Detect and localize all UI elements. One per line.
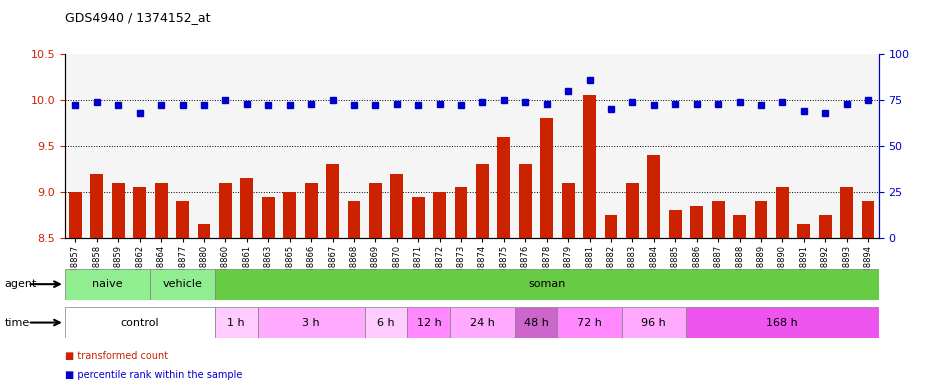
Bar xyxy=(734,215,746,238)
Bar xyxy=(412,197,425,238)
Bar xyxy=(69,192,82,238)
Bar xyxy=(840,187,853,238)
Bar xyxy=(605,215,617,238)
Bar xyxy=(540,118,553,238)
Bar xyxy=(819,215,832,238)
FancyBboxPatch shape xyxy=(622,307,686,338)
Text: 48 h: 48 h xyxy=(524,318,549,328)
Bar xyxy=(176,201,189,238)
Bar xyxy=(304,183,317,238)
Bar xyxy=(390,174,403,238)
Bar xyxy=(262,197,275,238)
FancyBboxPatch shape xyxy=(65,307,215,338)
Text: 3 h: 3 h xyxy=(302,318,320,328)
FancyBboxPatch shape xyxy=(151,269,215,300)
Bar xyxy=(348,201,361,238)
Bar xyxy=(561,183,574,238)
Bar xyxy=(454,187,467,238)
FancyBboxPatch shape xyxy=(408,307,450,338)
Text: agent: agent xyxy=(5,279,37,289)
Bar xyxy=(776,187,789,238)
Bar xyxy=(519,164,532,238)
FancyBboxPatch shape xyxy=(65,269,151,300)
Bar xyxy=(669,210,682,238)
Text: naive: naive xyxy=(92,279,123,289)
Bar xyxy=(369,183,382,238)
Bar xyxy=(861,201,874,238)
FancyBboxPatch shape xyxy=(364,307,408,338)
Text: soman: soman xyxy=(528,279,565,289)
Text: time: time xyxy=(5,318,30,328)
Bar xyxy=(583,95,596,238)
Text: GDS4940 / 1374152_at: GDS4940 / 1374152_at xyxy=(65,12,210,25)
Bar xyxy=(648,155,660,238)
Text: 6 h: 6 h xyxy=(377,318,395,328)
Text: 1 h: 1 h xyxy=(228,318,245,328)
FancyBboxPatch shape xyxy=(686,307,879,338)
Text: 168 h: 168 h xyxy=(767,318,798,328)
FancyBboxPatch shape xyxy=(215,307,257,338)
Bar xyxy=(240,178,253,238)
FancyBboxPatch shape xyxy=(257,307,364,338)
Bar xyxy=(626,183,639,238)
Bar xyxy=(219,183,232,238)
FancyBboxPatch shape xyxy=(514,307,558,338)
Text: ■ percentile rank within the sample: ■ percentile rank within the sample xyxy=(65,370,242,380)
Bar xyxy=(797,224,810,238)
Bar xyxy=(112,183,125,238)
Bar xyxy=(91,174,104,238)
Bar xyxy=(711,201,724,238)
FancyBboxPatch shape xyxy=(450,307,514,338)
Bar xyxy=(755,201,768,238)
Text: 72 h: 72 h xyxy=(577,318,602,328)
FancyBboxPatch shape xyxy=(558,307,622,338)
Bar xyxy=(154,183,167,238)
Text: 12 h: 12 h xyxy=(416,318,441,328)
Bar xyxy=(498,137,511,238)
Bar xyxy=(283,192,296,238)
Text: vehicle: vehicle xyxy=(163,279,203,289)
Text: 96 h: 96 h xyxy=(641,318,666,328)
Bar xyxy=(133,187,146,238)
Text: 24 h: 24 h xyxy=(470,318,495,328)
Bar xyxy=(433,192,446,238)
Text: control: control xyxy=(120,318,159,328)
Text: ■ transformed count: ■ transformed count xyxy=(65,351,167,361)
Bar xyxy=(476,164,489,238)
Bar xyxy=(690,206,703,238)
FancyBboxPatch shape xyxy=(215,269,879,300)
Bar xyxy=(327,164,339,238)
Bar xyxy=(198,224,210,238)
